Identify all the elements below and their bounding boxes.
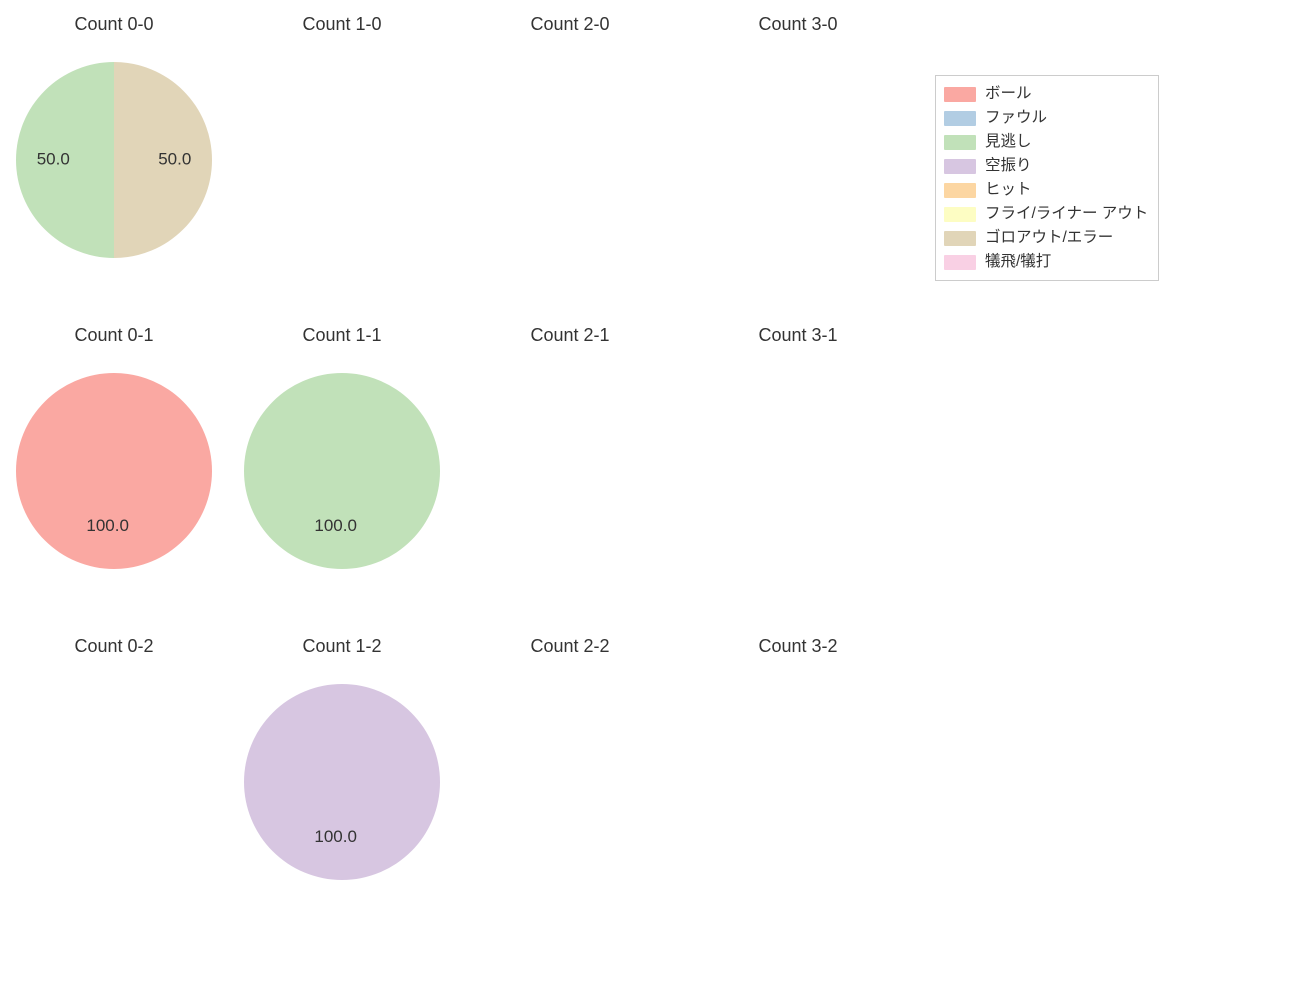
legend: ボールファウル見逃し空振りヒットフライ/ライナー アウトゴロアウト/エラー犠飛/… — [935, 75, 1159, 281]
subplot-count-2-0: Count 2-0 — [456, 0, 684, 300]
pie-chart: 100.0 — [242, 682, 442, 882]
subplot-count-1-0: Count 1-0 — [228, 0, 456, 300]
subplot-title: Count 3-0 — [684, 14, 912, 35]
pie-slice-label: 50.0 — [37, 149, 70, 168]
subplot-title: Count 2-0 — [456, 14, 684, 35]
legend-label: ボール — [985, 82, 1032, 106]
subplot-title: Count 0-0 — [0, 14, 228, 35]
subplot-count-3-2: Count 3-2 — [684, 622, 912, 922]
pie-slice-swinging — [244, 684, 440, 880]
pie-chart: 50.0 50.0 — [14, 60, 214, 260]
pie-chart: 100.0 — [242, 371, 442, 571]
legend-swatch — [944, 159, 976, 174]
legend-label: フライ/ライナー アウト — [985, 202, 1148, 226]
pie-svg: 100.0 — [242, 371, 442, 571]
subplot-title: Count 0-1 — [0, 325, 228, 346]
pie-slice-label: 100.0 — [314, 516, 357, 535]
subplot-count-3-0: Count 3-0 — [684, 0, 912, 300]
subplot-title: Count 3-2 — [684, 636, 912, 657]
pie-svg: 100.0 — [14, 371, 214, 571]
subplot-count-1-1: Count 1-1 100.0 — [228, 311, 456, 611]
pie-chart: 100.0 — [14, 371, 214, 571]
subplot-count-0-2: Count 0-2 — [0, 622, 228, 922]
subplot-count-3-1: Count 3-1 — [684, 311, 912, 611]
legend-item-looking: 見逃し — [944, 130, 1148, 154]
subplot-count-0-1: Count 0-1 100.0 — [0, 311, 228, 611]
legend-swatch — [944, 111, 976, 126]
subplot-title: Count 2-1 — [456, 325, 684, 346]
legend-swatch — [944, 231, 976, 246]
legend-item-flyout: フライ/ライナー アウト — [944, 202, 1148, 226]
legend-item-sac: 犠飛/犠打 — [944, 250, 1148, 274]
legend-swatch — [944, 183, 976, 198]
subplot-title: Count 1-2 — [228, 636, 456, 657]
pie-slice-label: 100.0 — [314, 827, 357, 846]
legend-label: 犠飛/犠打 — [985, 250, 1051, 274]
legend-swatch — [944, 135, 976, 150]
legend-label: ファウル — [985, 106, 1047, 130]
subplot-title: Count 2-2 — [456, 636, 684, 657]
pie-slice-label: 50.0 — [158, 149, 191, 168]
pie-slice-ball — [16, 373, 212, 569]
legend-swatch — [944, 207, 976, 222]
subplot-title: Count 1-1 — [228, 325, 456, 346]
legend-item-foul: ファウル — [944, 106, 1148, 130]
subplot-title: Count 3-1 — [684, 325, 912, 346]
legend-label: ヒット — [985, 178, 1032, 202]
pie-slice-label: 100.0 — [86, 516, 129, 535]
subplot-title: Count 1-0 — [228, 14, 456, 35]
legend-item-swinging: 空振り — [944, 154, 1148, 178]
pie-slice-looking — [244, 373, 440, 569]
pie-svg: 100.0 — [242, 682, 442, 882]
legend-item-hit: ヒット — [944, 178, 1148, 202]
pie-grid-figure: Count 0-050.050.0Count 1-0Count 2-0Count… — [0, 0, 1300, 1000]
subplot-count-2-1: Count 2-1 — [456, 311, 684, 611]
legend-swatch — [944, 255, 976, 270]
subplot-count-0-0: Count 0-0 50.0 50.0 — [0, 0, 228, 300]
subplot-count-2-2: Count 2-2 — [456, 622, 684, 922]
legend-label: 見逃し — [985, 130, 1032, 154]
legend-item-ball: ボール — [944, 82, 1148, 106]
legend-label: 空振り — [985, 154, 1032, 178]
subplot-title: Count 0-2 — [0, 636, 228, 657]
subplot-count-1-2: Count 1-2 100.0 — [228, 622, 456, 922]
legend-swatch — [944, 87, 976, 102]
legend-item-groundout: ゴロアウト/エラー — [944, 226, 1148, 250]
legend-label: ゴロアウト/エラー — [985, 226, 1113, 250]
pie-svg: 50.0 50.0 — [14, 60, 214, 260]
